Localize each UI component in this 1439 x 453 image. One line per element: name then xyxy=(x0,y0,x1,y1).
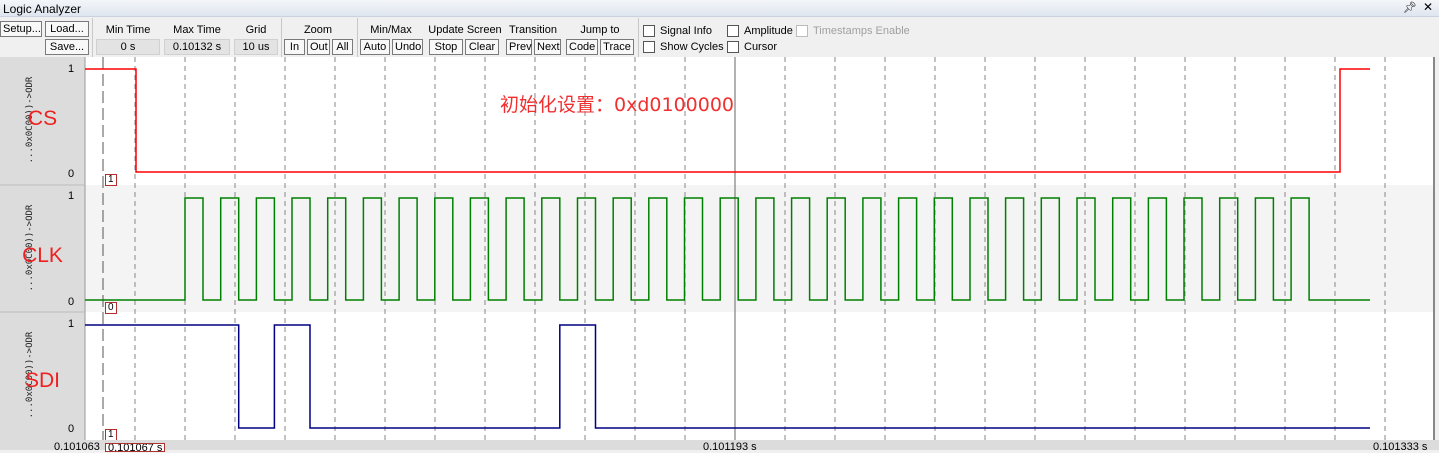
min-time-value: 0 s xyxy=(96,39,160,55)
low-level-label: 0 xyxy=(68,423,75,435)
show-cycles-checkbox[interactable] xyxy=(643,41,655,53)
high-level-label: 1 xyxy=(68,190,75,202)
update-screen-label: Update Screen xyxy=(428,24,502,36)
zoom-in-button[interactable]: In xyxy=(284,39,305,55)
amplitude-checkbox[interactable] xyxy=(727,25,739,37)
signal-info-checkbox[interactable] xyxy=(643,25,655,37)
show-cycles-label: Show Cycles xyxy=(660,41,724,53)
low-level-label: 0 xyxy=(68,168,75,180)
trace-button[interactable]: Trace xyxy=(600,39,634,55)
annotation-text: 初始化设置：0xd0100000 xyxy=(500,94,735,116)
code-button[interactable]: Code xyxy=(566,39,598,55)
timestamps-enable-label: Timestamps Enable xyxy=(813,25,910,37)
max-time-value: 0.10132 s xyxy=(164,39,230,55)
signal-name: SDI xyxy=(24,369,60,392)
save-button[interactable]: Save... xyxy=(45,39,89,55)
high-level-label: 1 xyxy=(68,318,75,330)
cursor-checkbox[interactable] xyxy=(727,41,739,53)
value-marker: 0 xyxy=(105,302,117,314)
timestamps-enable-checkbox xyxy=(796,25,808,37)
cursor-label: Cursor xyxy=(744,41,778,53)
close-icon[interactable]: ✕ xyxy=(1422,0,1433,14)
jump-to-label: Jump to xyxy=(580,24,620,36)
zoom-out-button[interactable]: Out xyxy=(307,39,330,55)
zoom-label: Zoom xyxy=(303,24,333,36)
grid-value: 10 us xyxy=(234,39,278,55)
zoom-all-button[interactable]: All xyxy=(332,39,353,55)
amplitude-label: Amplitude xyxy=(744,25,793,37)
toolbar: Setup... Load... Save... Min Time 0 s Ma… xyxy=(0,18,1439,57)
signal-name: CS xyxy=(27,107,58,130)
title-bar: Logic Analyzer 📌︎ ✕ xyxy=(0,0,1439,17)
waveform-sdi xyxy=(85,324,1370,429)
value-marker: 1 xyxy=(105,174,117,186)
cursor-time-label: 0.101067 s xyxy=(105,443,166,452)
stop-button[interactable]: Stop xyxy=(429,39,463,55)
waveform-clk xyxy=(85,197,1370,301)
next-button[interactable]: Next xyxy=(534,39,561,55)
max-time-label: Max Time xyxy=(173,24,221,36)
row-bg-cs xyxy=(85,57,1434,185)
row-bg-clk xyxy=(85,185,1434,312)
row-bg-sdi xyxy=(85,312,1434,440)
waveform-area[interactable] xyxy=(0,57,1439,440)
clear-button[interactable]: Clear xyxy=(465,39,499,55)
setup-button[interactable]: Setup... xyxy=(0,21,42,37)
time-end-label: 0.101333 s xyxy=(1373,441,1428,453)
waveform-cs xyxy=(85,68,1370,173)
load-button[interactable]: Load... xyxy=(45,21,89,37)
undo-button[interactable]: Undo xyxy=(392,39,423,55)
auto-button[interactable]: Auto xyxy=(360,39,390,55)
pin-icon[interactable]: 📌︎ xyxy=(1403,2,1417,14)
signal-name: CLK xyxy=(22,244,63,267)
signal-info-label: Signal Info xyxy=(660,25,712,37)
prev-button[interactable]: Prev xyxy=(506,39,532,55)
time-start-label: 0.101063 xyxy=(54,441,100,453)
grid-label: Grid xyxy=(245,24,267,36)
low-level-label: 0 xyxy=(68,296,75,308)
time-axis xyxy=(0,440,1439,450)
minmax-label: Min/Max xyxy=(370,24,412,36)
transition-label: Transition xyxy=(509,24,557,36)
high-level-label: 1 xyxy=(68,63,75,75)
min-time-label: Min Time xyxy=(105,24,151,36)
window-title: Logic Analyzer xyxy=(3,2,82,16)
time-middle-label: 0.101193 s xyxy=(703,441,757,453)
label-panel xyxy=(0,57,85,440)
